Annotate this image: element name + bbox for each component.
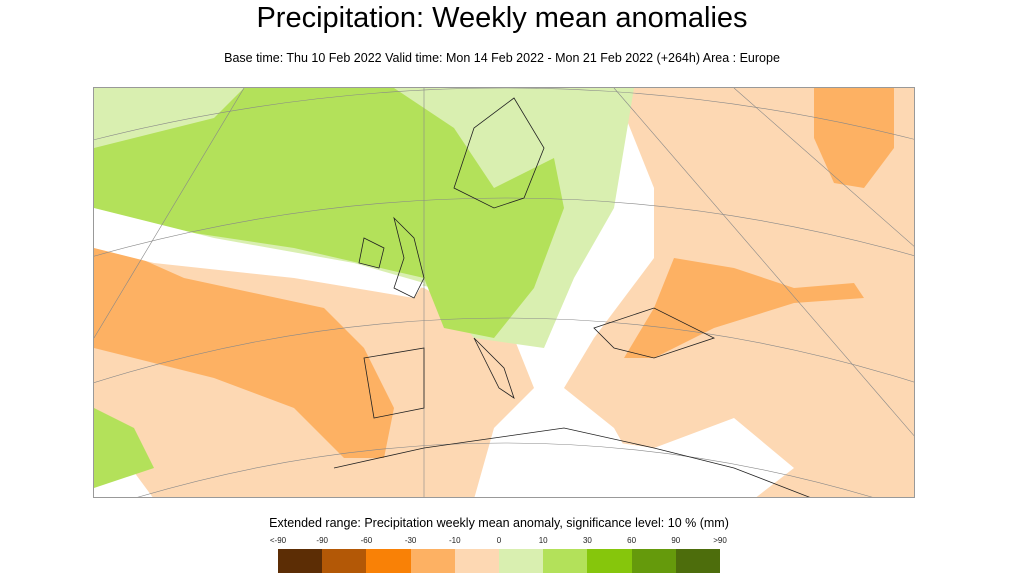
legend-labels: <-90 -90 -60 -30 -10 0 10 30 60 90 >90 xyxy=(270,536,727,548)
legend-label: <-90 xyxy=(269,536,287,545)
region-green-sw xyxy=(94,408,154,488)
legend-swatch xyxy=(499,549,544,573)
region-orange-ne xyxy=(814,88,894,188)
region-orange-atlantic xyxy=(94,238,394,458)
legend-label: -30 xyxy=(404,536,417,545)
page-title: Precipitation: Weekly mean anomalies xyxy=(256,2,748,34)
legend-label: 90 xyxy=(671,536,681,545)
legend-label: -90 xyxy=(316,536,328,545)
legend-swatch xyxy=(278,549,323,573)
legend-label: 30 xyxy=(582,536,592,545)
legend-title: Extended range: Precipitation weekly mea… xyxy=(269,516,729,530)
legend-label: 0 xyxy=(496,536,502,545)
legend-swatch xyxy=(410,549,455,573)
legend-swatch xyxy=(675,549,721,573)
legend-label: 60 xyxy=(627,536,637,545)
legend-swatch xyxy=(366,549,411,573)
region-orange-east xyxy=(624,258,864,358)
legend-swatch xyxy=(322,549,367,573)
legend-label: >90 xyxy=(713,536,727,545)
legend-label: 10 xyxy=(538,536,548,545)
legend-swatch xyxy=(454,549,500,573)
legend-color-bar xyxy=(278,549,721,573)
region-white-band xyxy=(94,208,424,298)
region-white-south xyxy=(514,418,794,497)
legend-label: -60 xyxy=(360,536,373,545)
legend-swatch xyxy=(543,549,588,573)
legend-swatch xyxy=(587,549,632,573)
legend-label: -10 xyxy=(449,536,461,545)
region-green xyxy=(94,88,564,338)
legend-swatch xyxy=(631,549,676,573)
subtitle: Base time: Thu 10 Feb 2022 Valid time: M… xyxy=(224,51,780,65)
anomaly-map xyxy=(93,87,915,498)
